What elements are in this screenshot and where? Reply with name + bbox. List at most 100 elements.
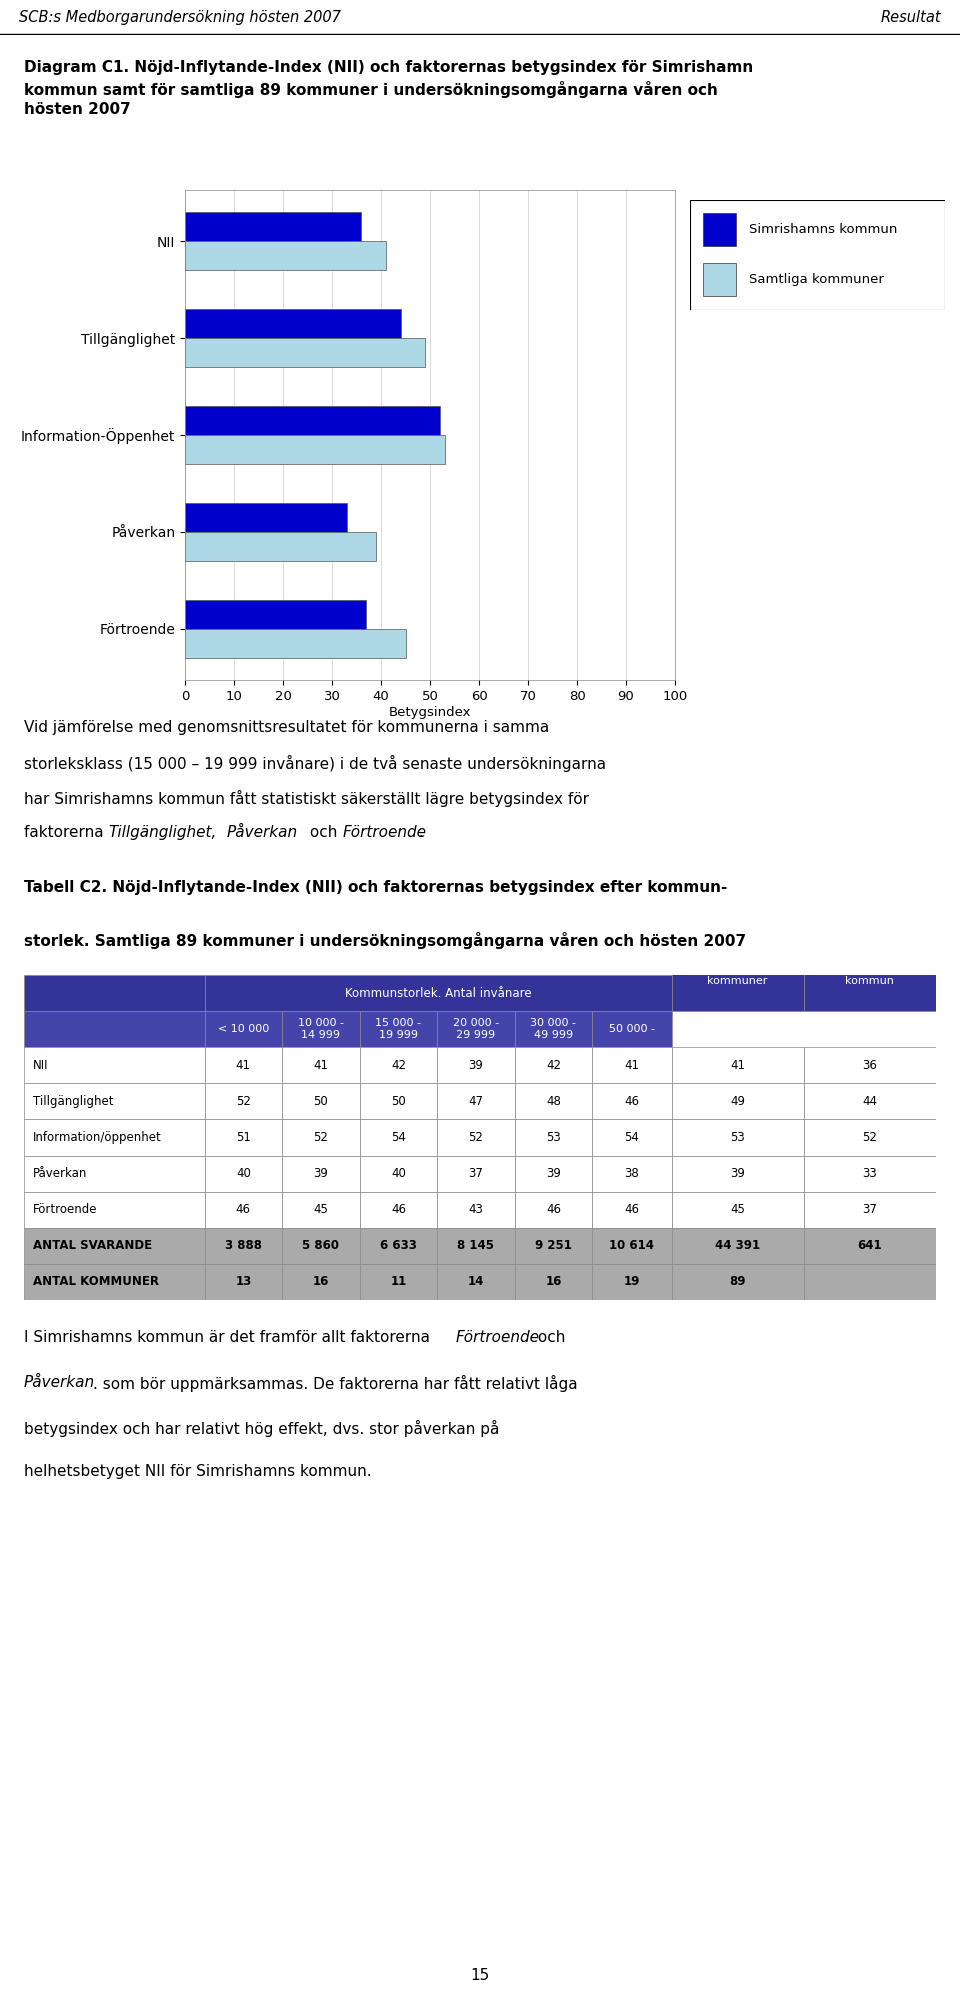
Text: 44 391: 44 391 — [715, 1239, 760, 1253]
Bar — [437, 1193, 515, 1229]
Bar — [437, 1120, 515, 1156]
Bar — [24, 1084, 204, 1120]
Text: 38: 38 — [624, 1166, 639, 1180]
Text: 10 000 -
14 999: 10 000 - 14 999 — [298, 1018, 344, 1040]
Text: 36: 36 — [862, 1058, 877, 1072]
Text: 42: 42 — [546, 1058, 561, 1072]
Text: .: . — [418, 825, 422, 841]
Text: Simrishamns kommun: Simrishamns kommun — [749, 223, 897, 235]
Text: 40: 40 — [391, 1166, 406, 1180]
Text: 50 000 -: 50 000 - — [609, 1024, 655, 1034]
Bar — [24, 1229, 204, 1263]
Bar — [282, 1229, 360, 1263]
Text: Förtroende: Förtroende — [455, 1329, 540, 1345]
Bar — [515, 1263, 592, 1299]
Text: storleksklass (15 000 – 19 999 invånare) i de två senaste undersökningarna: storleksklass (15 000 – 19 999 invånare)… — [24, 754, 606, 772]
Bar — [282, 1263, 360, 1299]
Bar — [185, 531, 376, 561]
Text: Simrishamns
kommun: Simrishamns kommun — [833, 963, 906, 985]
Bar — [672, 1229, 804, 1263]
Text: betygsindex och har relativt hög effekt, dvs. stor påverkan på: betygsindex och har relativt hög effekt,… — [24, 1420, 499, 1436]
Bar — [204, 975, 672, 1012]
Bar — [185, 406, 440, 434]
Bar — [24, 975, 204, 1012]
Text: 46: 46 — [236, 1203, 251, 1217]
Bar — [24, 1156, 204, 1193]
Text: Diagram C1. Nöjd-Inflytande-Index (NII) och faktorernas betygsindex för Simrisha: Diagram C1. Nöjd-Inflytande-Index (NII) … — [24, 60, 754, 117]
Bar — [185, 434, 444, 465]
Bar — [592, 1263, 672, 1299]
Text: 44: 44 — [862, 1094, 877, 1108]
Text: 43: 43 — [468, 1203, 483, 1217]
Bar — [204, 1012, 282, 1048]
Bar — [515, 1229, 592, 1263]
Bar — [672, 939, 804, 1012]
Text: 19: 19 — [624, 1275, 640, 1289]
Text: 45: 45 — [313, 1203, 328, 1217]
X-axis label: Betygsindex: Betygsindex — [389, 706, 471, 718]
Text: 20 000 -
29 999: 20 000 - 29 999 — [453, 1018, 499, 1040]
Text: 37: 37 — [862, 1203, 877, 1217]
Bar — [592, 1229, 672, 1263]
Text: 5 860: 5 860 — [302, 1239, 339, 1253]
Bar — [204, 1084, 282, 1120]
Bar — [360, 1263, 437, 1299]
Text: 46: 46 — [624, 1094, 639, 1108]
Text: 37: 37 — [468, 1166, 483, 1180]
Text: 46: 46 — [391, 1203, 406, 1217]
Bar — [592, 1084, 672, 1120]
Text: 42: 42 — [391, 1058, 406, 1072]
Bar — [282, 1048, 360, 1084]
Bar — [204, 1048, 282, 1084]
Bar — [24, 1120, 204, 1156]
Text: 89: 89 — [730, 1275, 746, 1289]
Text: 11: 11 — [391, 1275, 406, 1289]
Text: 46: 46 — [624, 1203, 639, 1217]
Text: Samtliga kommuner: Samtliga kommuner — [749, 273, 883, 286]
Bar — [360, 1048, 437, 1084]
Bar — [360, 1012, 437, 1048]
Bar — [592, 1120, 672, 1156]
Text: NII: NII — [33, 1058, 49, 1072]
Bar — [592, 1048, 672, 1084]
Text: 39: 39 — [546, 1166, 561, 1180]
Text: I Simrishamns kommun är det framför allt faktorerna: I Simrishamns kommun är det framför allt… — [24, 1329, 435, 1345]
Text: Resultat: Resultat — [880, 10, 941, 24]
Bar — [672, 1156, 804, 1193]
Bar — [204, 1120, 282, 1156]
Text: 6 633: 6 633 — [380, 1239, 417, 1253]
Text: 54: 54 — [391, 1130, 406, 1144]
Text: 52: 52 — [236, 1094, 251, 1108]
Bar — [437, 1084, 515, 1120]
Bar — [185, 629, 405, 658]
Bar — [360, 1084, 437, 1120]
Bar — [360, 1229, 437, 1263]
Text: 51: 51 — [236, 1130, 251, 1144]
Bar — [703, 213, 736, 245]
Bar — [437, 1048, 515, 1084]
Text: 33: 33 — [862, 1166, 877, 1180]
Text: storlek. Samtliga 89 kommuner i undersökningsomgångarna våren och hösten 2007: storlek. Samtliga 89 kommuner i undersök… — [24, 933, 746, 949]
Text: 15: 15 — [470, 1967, 490, 1983]
Text: helhetsbetyget NII för Simrishamns kommun.: helhetsbetyget NII för Simrishamns kommu… — [24, 1464, 372, 1480]
Text: 8 145: 8 145 — [457, 1239, 494, 1253]
Bar — [204, 1193, 282, 1229]
Bar — [804, 1263, 936, 1299]
Text: Kommunstorlek. Antal invånare: Kommunstorlek. Antal invånare — [345, 987, 532, 999]
Bar — [804, 1084, 936, 1120]
Bar — [592, 1156, 672, 1193]
Bar — [672, 1084, 804, 1120]
Text: 49: 49 — [731, 1094, 745, 1108]
Text: 641: 641 — [857, 1239, 882, 1253]
Text: Tillgänglighet: Tillgänglighet — [33, 1094, 113, 1108]
Bar — [24, 1048, 204, 1084]
Text: 46: 46 — [546, 1203, 561, 1217]
Bar — [360, 1120, 437, 1156]
Bar — [204, 1263, 282, 1299]
Text: 39: 39 — [313, 1166, 328, 1180]
Bar — [437, 1156, 515, 1193]
Text: och: och — [305, 825, 342, 841]
Text: 47: 47 — [468, 1094, 484, 1108]
Bar — [672, 1048, 804, 1084]
Text: Påverkan: Påverkan — [33, 1166, 87, 1180]
